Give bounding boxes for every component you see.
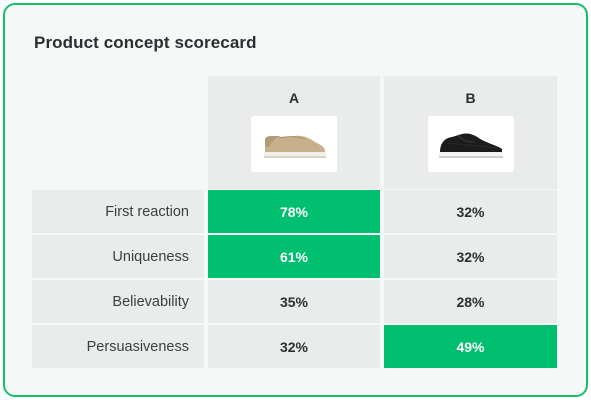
score-uniqueness-b: 32% — [384, 235, 557, 278]
row-label-persuasiveness: Persuasiveness — [32, 325, 204, 368]
row-label-uniqueness: Uniqueness — [32, 235, 204, 278]
product-image-a — [251, 116, 337, 172]
score-first-reaction-a: 78% — [208, 190, 380, 233]
column-header-b: B — [384, 76, 557, 189]
column-label-b: B — [465, 90, 476, 106]
row-label-first-reaction: First reaction — [32, 190, 204, 233]
row-label-believability: Believability — [32, 280, 204, 323]
scorecard-title: Product concept scorecard — [34, 33, 257, 52]
beige-slip-on-sneaker-icon — [264, 135, 326, 158]
score-believability-a: 35% — [208, 280, 380, 323]
score-first-reaction-b: 32% — [384, 190, 557, 233]
score-persuasiveness-a: 32% — [208, 325, 380, 368]
black-knit-sneaker-icon — [438, 133, 503, 158]
score-uniqueness-a: 61% — [208, 235, 380, 278]
product-image-b — [427, 116, 514, 172]
column-header-a: A — [208, 76, 380, 189]
score-believability-b: 28% — [384, 280, 557, 323]
score-persuasiveness-b: 49% — [384, 325, 557, 368]
scorecard-card: Product concept scorecard A B — [3, 3, 588, 397]
column-label-a: A — [288, 90, 300, 106]
